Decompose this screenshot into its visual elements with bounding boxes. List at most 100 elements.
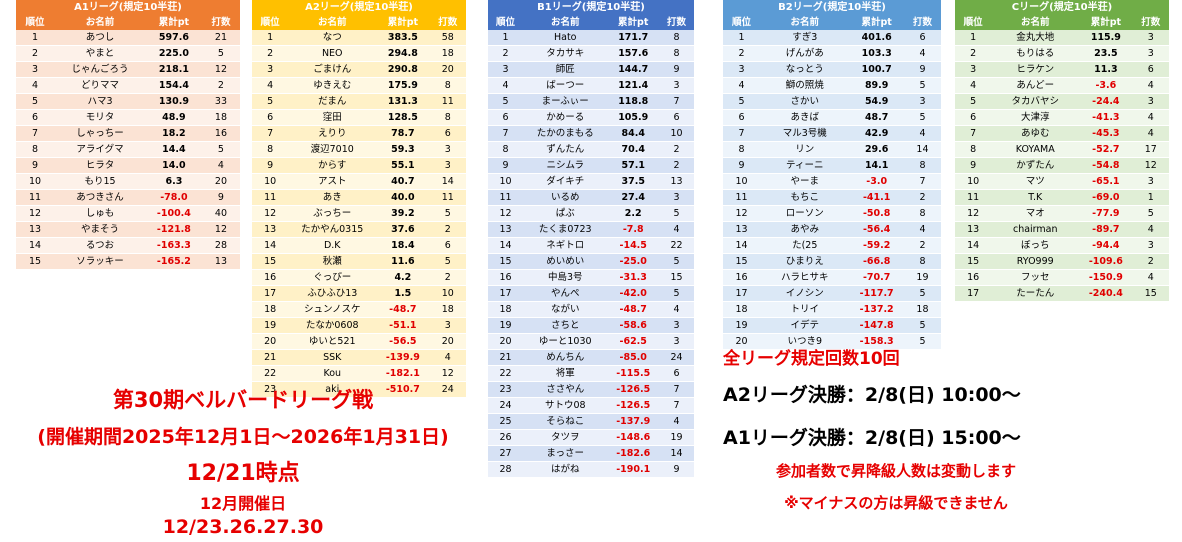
- points-cell: 48.7: [849, 109, 904, 126]
- points-cell: -150.9: [1079, 269, 1133, 286]
- league-table-b1: B1リーグ(規定10半荘) 順位 お名前 累計pt 打数 1 Hato 171.7 8 2 タカサキ…: [488, 0, 694, 478]
- player-name-cell: サトウ08: [523, 397, 608, 414]
- table-row: 2 タカサキ 157.6 8: [488, 45, 694, 62]
- table-row: 21 めんちん -85.0 24: [488, 349, 694, 366]
- table-row: 28 はがね -190.1 9: [488, 461, 694, 478]
- player-name-cell: トリイ: [760, 301, 850, 318]
- player-name-cell: ネギトロ: [523, 237, 608, 254]
- player-name-cell: さちと: [523, 317, 608, 334]
- games-cell: 20: [429, 333, 466, 350]
- points-cell: 40.7: [376, 173, 430, 190]
- player-name-cell: 大津淳: [991, 109, 1080, 126]
- table-row: 20 ゆーと1030 -62.5 3: [488, 333, 694, 350]
- games-cell: 11: [429, 189, 466, 206]
- points-cell: -51.1: [376, 317, 430, 334]
- games-cell: 3: [1132, 173, 1169, 190]
- points-cell: 70.4: [607, 141, 659, 158]
- rank-cell: 12: [16, 205, 55, 222]
- rank-cell: 11: [16, 189, 55, 206]
- rank-cell: 14: [252, 237, 289, 254]
- points-cell: -41.1: [849, 189, 904, 206]
- rank-cell: 5: [955, 93, 992, 110]
- player-name-cell: あつし: [54, 30, 146, 46]
- player-name-cell: あつきさん: [54, 189, 146, 206]
- rank-cell: 16: [955, 269, 992, 286]
- table-row: 7 えりり 78.7 6: [252, 125, 466, 142]
- table-row: 18 トリイ -137.2 18: [723, 301, 941, 318]
- table-row: 7 あゆむ -45.3 4: [955, 125, 1169, 142]
- games-cell: 7: [658, 397, 694, 414]
- games-cell: 13: [658, 173, 694, 190]
- table-row: 13 chairman -89.7 4: [955, 221, 1169, 238]
- player-name-cell: タカサキ: [523, 45, 608, 62]
- table-row: 8 リン 29.6 14: [723, 141, 941, 158]
- player-name-cell: はがね: [523, 461, 608, 478]
- header-rank: 順位: [488, 15, 524, 30]
- player-name-cell: げんがあ: [760, 45, 850, 62]
- table-row: 14 るつお -163.3 28: [16, 237, 240, 254]
- points-cell: 225.0: [145, 45, 202, 62]
- table-row: 14 ネギトロ -14.5 22: [488, 237, 694, 254]
- games-cell: 4: [1132, 109, 1169, 126]
- standings-table: 順位 お名前 累計pt 打数 1 Hato 171.7 8 2 タカサキ 157.6 8 3 師匠 144.…: [488, 15, 694, 478]
- table-row: 3 なっとう 100.7 9: [723, 61, 941, 78]
- rank-cell: 6: [16, 109, 55, 126]
- player-name-cell: ゆーと1030: [523, 333, 608, 350]
- games-cell: 4: [658, 301, 694, 318]
- rank-cell: 10: [488, 173, 524, 190]
- points-cell: -42.0: [607, 285, 659, 302]
- player-name-cell: からす: [288, 157, 377, 174]
- standings-table: 順位 お名前 累計pt 打数 1 なつ 383.5 58 2 NEO 294.8 18 3 ごまけん 290…: [252, 15, 466, 398]
- header-points: 累計pt: [1079, 15, 1133, 30]
- points-cell: 54.9: [849, 93, 904, 110]
- player-name-cell: アスト: [288, 173, 377, 190]
- points-cell: -163.3: [145, 237, 202, 254]
- rank-cell: 1: [16, 30, 55, 46]
- games-cell: 15: [1132, 285, 1169, 302]
- table-row: 18 ながい -48.7 4: [488, 301, 694, 318]
- player-name-cell: 師匠: [523, 61, 608, 78]
- games-cell: 2: [658, 157, 694, 174]
- rank-cell: 12: [723, 205, 761, 222]
- table-row: 16 フッセ -150.9 4: [955, 269, 1169, 286]
- rank-cell: 7: [252, 125, 289, 142]
- standings-table: 順位 お名前 累計pt 打数 1 あつし 597.6 21 2 やまと 225.0 5 3 じゃんごろう 2…: [16, 15, 240, 270]
- table-row: 4 あんどー -3.6 4: [955, 77, 1169, 94]
- games-cell: 4: [1132, 77, 1169, 94]
- games-cell: 19: [903, 269, 941, 286]
- rank-cell: 11: [252, 189, 289, 206]
- table-row: 5 まーふぃー 118.8 7: [488, 93, 694, 110]
- player-name-cell: もりはる: [991, 45, 1080, 62]
- games-cell: 4: [903, 45, 941, 62]
- points-cell: 383.5: [376, 30, 430, 46]
- league-series-title: 第30期ベルバードリーグ戦: [112, 388, 374, 412]
- points-cell: 23.5: [1079, 45, 1133, 62]
- rank-cell: 13: [955, 221, 992, 238]
- rank-cell: 21: [488, 349, 524, 366]
- rank-cell: 15: [252, 253, 289, 270]
- standings-table: 順位 お名前 累計pt 打数 1 すぎ3 401.6 6 2 げんがあ 103.3 4 3 なっとう 100…: [723, 15, 941, 350]
- table-row: 16 ぐっぴー 4.2 2: [252, 269, 466, 286]
- points-cell: -50.8: [849, 205, 904, 222]
- rank-cell: 5: [252, 93, 289, 110]
- games-cell: 8: [658, 45, 694, 62]
- table-row: 15 秋瀬 11.6 5: [252, 253, 466, 270]
- rank-cell: 15: [488, 253, 524, 270]
- games-cell: 7: [658, 381, 694, 398]
- games-cell: 4: [1132, 269, 1169, 286]
- rank-cell: 17: [955, 285, 992, 302]
- rank-cell: 7: [16, 125, 55, 142]
- points-cell: -48.7: [607, 301, 659, 318]
- rank-cell: 19: [252, 317, 289, 334]
- rank-cell: 1: [488, 30, 524, 46]
- games-cell: 3: [658, 333, 694, 350]
- table-row: 1 Hato 171.7 8: [488, 30, 694, 46]
- rank-cell: 21: [252, 349, 289, 366]
- games-cell: 5: [903, 333, 941, 350]
- league-table-b2: B2リーグ(規定10半荘) 順位 お名前 累計pt 打数 1 すぎ3 401.6 6 2 げんがあ 1…: [723, 0, 941, 350]
- rule-text: 全リーグ規定回数10回: [723, 349, 900, 369]
- games-cell: 5: [658, 205, 694, 222]
- games-cell: 4: [429, 349, 466, 366]
- player-name-cell: ローソン: [760, 205, 850, 222]
- table-row: 8 渡辺7010 59.3 3: [252, 141, 466, 158]
